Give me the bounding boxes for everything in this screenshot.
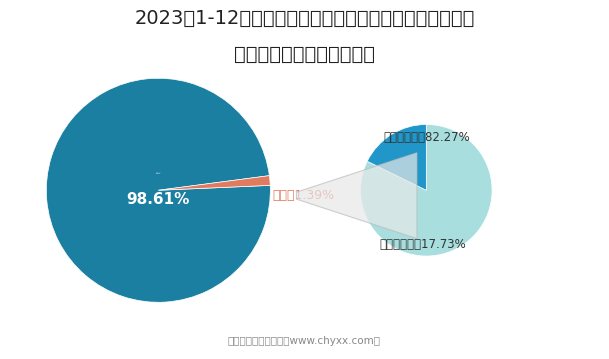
Text: 制图：智研咨询整理（www.chyxx.com）: 制图：智研咨询整理（www.chyxx.com） (228, 336, 381, 346)
Text: 全国其他省份: 全国其他省份 (156, 173, 161, 174)
Wedge shape (361, 125, 492, 256)
Text: 业占进出口总额比重统计图: 业占进出口总额比重统计图 (234, 45, 375, 64)
Wedge shape (158, 176, 270, 190)
Wedge shape (46, 78, 270, 302)
Text: 2023年1-12月河北省进出口总额占全国比重及外商投资企: 2023年1-12月河北省进出口总额占全国比重及外商投资企 (135, 9, 474, 28)
Wedge shape (367, 125, 426, 190)
Text: 河北省1.39%: 河北省1.39% (272, 189, 334, 202)
Text: 98.61%: 98.61% (127, 192, 190, 207)
Text: 其他企业类型82.27%: 其他企业类型82.27% (383, 131, 470, 144)
Text: 外商投资企业17.73%: 外商投资企业17.73% (379, 238, 466, 251)
